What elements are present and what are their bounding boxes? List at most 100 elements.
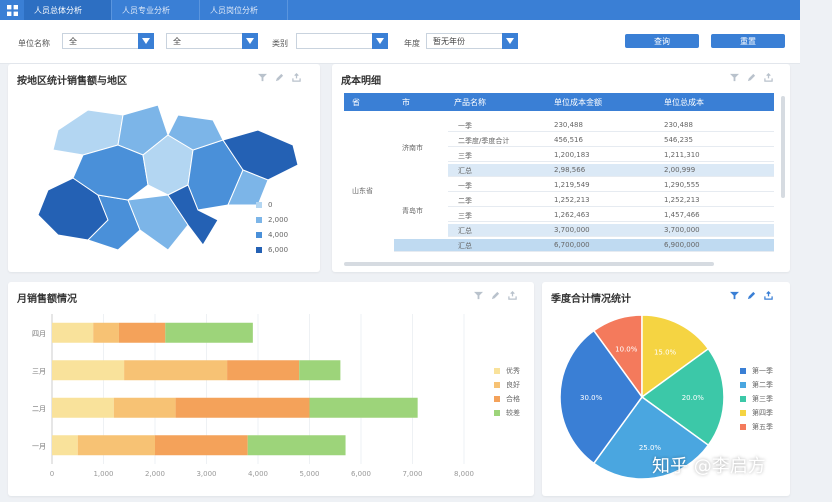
filter-label-year: 年度 [404,39,420,48]
row-total-cost-cell: 2,00,999 [664,166,696,174]
pie-slice[interactable] [592,395,710,480]
edit-icon[interactable] [747,73,756,82]
table-row[interactable]: 三季 1,200,183 1,211,310 [448,149,774,162]
map-region-northeast[interactable] [167,114,224,151]
legend-swatch [494,368,500,374]
table-row[interactable]: 二季度/季度合计 456,516 546,235 [448,134,774,147]
chevron-down-icon [502,33,518,49]
legend-swatch [256,217,262,223]
table-row[interactable]: 三季 1,262,463 1,457,466 [448,209,774,222]
legend-swatch [256,247,262,253]
pie-slice[interactable] [641,314,710,399]
stacked-bar-chart: 0 1,000 2,000 3,000 4,000 5,000 6,000 7,000 8,00… [32,314,474,478]
pie-legend-label: 第二季 [752,381,773,389]
bar-legend-label: 合格 [506,395,520,403]
map-region-south[interactable] [127,194,189,251]
map-region-central[interactable] [72,144,149,201]
row-unit-cost-cell: 1,252,213 [554,196,590,204]
row-unit-cost-cell: 1,262,463 [554,211,590,219]
row-total-cost-cell: 1,252,213 [664,196,700,204]
row-unit-cost-cell: 6,700,000 [554,241,590,249]
tab-overall[interactable]: 人员总体分析 [24,0,112,20]
map-region-southeast[interactable] [167,184,219,246]
table-row[interactable]: 一季 230,488 230,488 [448,119,774,132]
edit-icon[interactable] [275,73,284,82]
y-category-label: 四月 [32,330,46,338]
bar-segment[interactable] [77,435,155,456]
bar-segment[interactable] [299,360,341,381]
map-legend-label: 6,000 [268,246,289,254]
category-select[interactable] [296,33,388,49]
bar-segment[interactable] [247,435,346,456]
tab-specialty[interactable]: 人员专业分析 [112,0,200,20]
query-button[interactable]: 查询 [625,34,699,48]
table-header: 省 市 产品名称 单位成本金额 单位总成本 [344,93,774,111]
table-row[interactable]: 二季 1,252,213 1,252,213 [448,194,774,207]
legend-swatch [494,396,500,402]
edit-icon[interactable] [747,291,756,300]
x-tick-label: 7,000 [402,470,422,478]
reset-button[interactable]: 重置 [711,34,785,48]
bar-segment[interactable] [113,397,176,418]
filter-icon[interactable] [474,291,483,300]
table-horizontal-scrollbar[interactable] [344,262,714,266]
filter-icon[interactable] [730,291,739,300]
export-icon[interactable] [508,291,517,300]
filter-icon[interactable] [258,73,267,82]
filter-label-category: 类别 [272,39,288,48]
x-tick-label: 0 [50,470,54,478]
map-panel-tools [258,73,301,82]
chevron-down-icon [242,33,258,49]
bar-legend-label: 良好 [506,381,520,389]
bar-segment[interactable] [124,360,228,381]
bar-segment[interactable] [52,360,125,381]
filter-bar: 单位名称 全 全 类别 年度 暂无年份 查询 重置 [0,20,800,64]
export-icon[interactable] [764,73,773,82]
bar-segment[interactable] [309,397,418,418]
bar-segment[interactable] [118,322,166,343]
filter-icon[interactable] [730,73,739,82]
bar-segment[interactable] [52,397,114,418]
map-legend-item: 2,000 [256,216,288,224]
unit-select[interactable]: 全 [62,33,154,49]
table-vertical-scrollbar[interactable] [781,96,785,198]
table-panel-title: 成本明细 [341,76,381,87]
table-row[interactable]: 一季 1,219,549 1,290,555 [448,179,774,192]
bar-legend-item: 较差 [494,408,520,418]
pie-data-label: 30.0% [580,394,603,402]
bar-segment[interactable] [165,322,253,343]
x-tick-label: 8,000 [454,470,474,478]
app-grid-icon[interactable] [0,0,24,20]
header-unit-cost: 单位成本金额 [554,98,602,107]
map-panel-title: 按地区统计销售额与地区 [17,76,127,87]
x-tick-label: 2,000 [145,470,165,478]
second-select[interactable]: 全 [166,33,258,49]
table-row[interactable]: 汇总 2,98,566 2,00,999 [448,164,774,177]
pie-slice[interactable] [559,329,643,465]
table-row[interactable]: 汇总 3,700,000 3,700,000 [448,224,774,237]
bar-segment[interactable] [52,322,94,343]
table-row[interactable]: 汇总 6,700,000 6,900,000 [394,239,774,252]
row-unit-cost-cell: 3,700,000 [554,226,590,234]
year-select-value: 暂无年份 [433,37,465,46]
second-select-value: 全 [173,37,181,46]
pie-data-label: 15.0% [654,349,677,357]
legend-swatch [256,232,262,238]
row-product-cell: 一季 [458,122,472,130]
bar-segment[interactable] [175,397,310,418]
pie-legend-label: 第五季 [752,423,773,431]
bar-segment[interactable] [93,322,119,343]
pie-slice[interactable] [640,347,725,447]
pie-legend-item: 第五季 [740,422,773,432]
year-select[interactable]: 暂无年份 [426,33,518,49]
header-province: 省 [352,98,360,107]
export-icon[interactable] [292,73,301,82]
tab-position[interactable]: 人员岗位分析 [200,0,288,20]
province-cell: 山东省 [352,187,373,195]
edit-icon[interactable] [491,291,500,300]
bar-segment[interactable] [155,435,248,456]
bar-panel-tools [474,291,517,300]
bar-segment[interactable] [52,435,78,456]
bar-segment[interactable] [227,360,300,381]
export-icon[interactable] [764,291,773,300]
